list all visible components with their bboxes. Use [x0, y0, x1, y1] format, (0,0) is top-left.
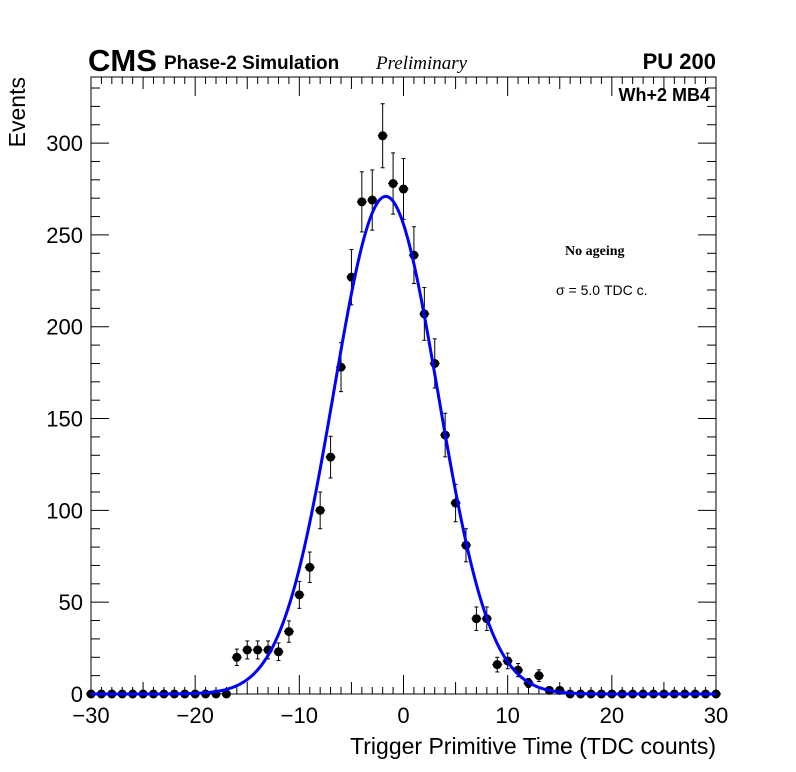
gaussian-fit-curve [91, 194, 716, 696]
data-point [326, 452, 336, 462]
data-point [357, 197, 367, 207]
data-point [367, 195, 377, 205]
data-point [274, 647, 283, 657]
x-tick-label: 30 [704, 703, 728, 728]
y-tick-labels: 0 50 100 150 200 250 300 [46, 131, 83, 707]
x-tick-label: 10 [495, 703, 519, 728]
data-point [232, 652, 242, 662]
y-tick-label: 100 [46, 498, 83, 523]
data-point [378, 131, 388, 141]
data-point [305, 562, 315, 572]
chamber-label: Wh+2 MB4 [618, 85, 710, 105]
condition-label: No ageing [565, 244, 625, 259]
data-point [284, 627, 294, 637]
x-tick-label: −20 [177, 703, 214, 728]
sigma-label: σ = 5.0 TDC c. [556, 282, 648, 298]
data-point [492, 660, 502, 670]
y-axis-title: Events [4, 77, 30, 147]
y-tick-label: 0 [71, 682, 83, 707]
x-tick-label: 20 [600, 703, 624, 728]
y-tick-label: 150 [46, 407, 83, 432]
y-tick-label: 300 [46, 131, 83, 156]
y-tick-label: 50 [59, 590, 83, 615]
data-point [315, 505, 325, 515]
data-point [471, 614, 481, 624]
data-point [294, 590, 304, 600]
data-point [242, 645, 252, 655]
x-tick-label: 0 [397, 703, 409, 728]
data-point [399, 184, 408, 194]
data-point [253, 645, 263, 655]
simulation-label: Phase-2 Simulation [164, 53, 339, 74]
x-axis-title: Trigger Primitive Time (TDC counts) [350, 733, 716, 759]
pileup-label: PU 200 [643, 49, 716, 74]
data-point [221, 689, 231, 699]
preliminary-label: Preliminary [375, 53, 468, 74]
x-tick-labels: −30 −20 −10 0 10 20 30 [72, 703, 728, 728]
x-tick-label: −10 [281, 703, 318, 728]
y-tick-label: 250 [46, 223, 83, 248]
data-point [388, 179, 398, 189]
data-points [86, 103, 721, 699]
data-point [534, 671, 544, 681]
experiment-label: CMS [88, 43, 157, 78]
y-tick-label: 200 [46, 315, 83, 340]
x-tick-label: −30 [72, 703, 109, 728]
